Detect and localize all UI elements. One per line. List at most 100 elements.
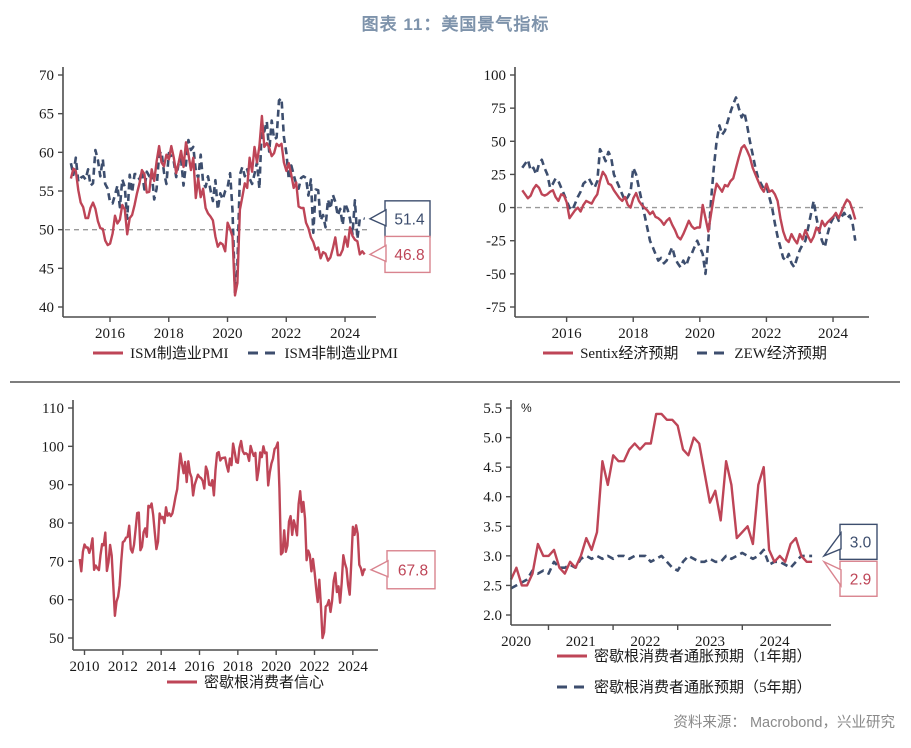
legend-label: 密歇根消费者通胀预期（5年期） bbox=[594, 680, 812, 696]
x-tick-label: 2024 bbox=[330, 326, 361, 342]
callout-pointer bbox=[369, 559, 389, 578]
y-tick-label: 60 bbox=[39, 145, 54, 161]
chart-sentix-zew: -75 -50 -25 0 25 50 75 100 2016 2018 2020 2022 2024 S… bbox=[458, 60, 911, 382]
callout-value: 3.0 bbox=[850, 534, 872, 551]
x-tick-label: 2020 bbox=[501, 634, 531, 650]
chart-canvas: -75 -50 -25 0 25 50 75 100 2016 2018 2020 2022 2024 bbox=[484, 67, 869, 342]
x-tick-label: 2018 bbox=[618, 326, 648, 342]
legend-swatch-solid bbox=[557, 654, 587, 657]
legend-swatch-dashed bbox=[557, 685, 587, 688]
y-tick-label: 90 bbox=[49, 478, 64, 494]
legend-item: Sentix经济预期 bbox=[542, 342, 678, 363]
x-tick-label: 2016 bbox=[552, 326, 583, 342]
y-tick-label: 65 bbox=[39, 107, 54, 123]
chart-legend: 密歇根消费者信心 bbox=[30, 671, 460, 692]
x-tick-label: 2018 bbox=[154, 326, 184, 342]
y-tick-label: 70 bbox=[49, 554, 64, 570]
y-tick-label: 50 bbox=[491, 134, 506, 150]
callout-pointer bbox=[821, 560, 842, 588]
series-line-red bbox=[78, 439, 366, 640]
figure-title: 图表 11：美国景气指标 bbox=[361, 15, 550, 34]
legend-item: 密歇根消费者通胀预期（5年期） bbox=[556, 676, 812, 697]
y-tick-label: 3.0 bbox=[483, 549, 502, 565]
y-tick-label: 4.5 bbox=[483, 460, 502, 476]
y-tick-label: -75 bbox=[486, 300, 506, 316]
legend-item: 密歇根消费者信心 bbox=[166, 671, 324, 692]
source-note: 资料来源： Macrobond，兴业研究 bbox=[673, 715, 895, 731]
y-tick-label: 3.5 bbox=[483, 519, 502, 535]
legend-label: ISM制造业PMI bbox=[130, 346, 229, 362]
legend-item: 密歇根消费者通胀预期（1年期） bbox=[556, 645, 812, 666]
x-tick-label: 2022 bbox=[630, 634, 660, 650]
chart-legend: Sentix经济预期 ZEW经济预期 bbox=[458, 342, 911, 363]
legend-swatch-solid bbox=[543, 351, 574, 354]
y-tick-label: -25 bbox=[486, 234, 506, 250]
x-tick-label: 2022 bbox=[300, 659, 330, 675]
legend-swatch-solid bbox=[93, 351, 124, 354]
series-line-navy bbox=[510, 548, 813, 590]
callout-pointer bbox=[821, 530, 842, 558]
y-tick-label: 45 bbox=[39, 261, 54, 277]
x-tick-label: 2022 bbox=[751, 326, 781, 342]
y-tick-label: 50 bbox=[49, 631, 64, 647]
y-tick-label: 5.0 bbox=[483, 431, 502, 447]
y-axis-unit: % bbox=[521, 401, 532, 415]
callout-box bbox=[839, 523, 878, 561]
callout-value: 67.8 bbox=[398, 562, 428, 579]
x-tick-label: 2022 bbox=[271, 326, 301, 342]
chart-canvas: 50 60 70 80 90 100 110 2010 2012 2014 2016 2018 2020… bbox=[42, 400, 436, 675]
y-tick-label: 100 bbox=[42, 439, 65, 455]
x-tick-label: 2012 bbox=[108, 659, 138, 675]
x-tick-label: 2016 bbox=[185, 659, 216, 675]
callout-box bbox=[384, 200, 431, 238]
x-tick-label: 2020 bbox=[213, 326, 243, 342]
callout-pointer bbox=[368, 208, 387, 227]
legend-item: ISM非制造业PMI bbox=[247, 342, 398, 363]
series-line-navy bbox=[69, 96, 366, 295]
legend-label: ISM非制造业PMI bbox=[284, 346, 398, 362]
chart-legend: 密歇根消费者通胀预期（1年期） 密歇根消费者通胀预期（5年期） bbox=[556, 645, 812, 697]
y-tick-label: 110 bbox=[42, 401, 64, 417]
x-tick-label: 2024 bbox=[338, 659, 369, 675]
x-tick-label: 2014 bbox=[146, 659, 177, 675]
legend-swatch-solid bbox=[166, 680, 197, 683]
legend-swatch-dashed bbox=[247, 351, 278, 354]
x-tick-label: 2021 bbox=[566, 634, 596, 650]
y-tick-label: 40 bbox=[39, 300, 54, 316]
x-tick-label: 2020 bbox=[685, 326, 715, 342]
y-tick-label: 5.5 bbox=[483, 401, 502, 417]
series-line-red bbox=[521, 144, 857, 245]
y-tick-label: 25 bbox=[491, 167, 506, 183]
chart-canvas: 2.0 2.5 3.0 3.5 4.0 4.5 5.0 5.5 2020 2021 2022 2023… bbox=[483, 400, 878, 650]
y-tick-label: 75 bbox=[491, 101, 506, 117]
y-tick-label: 2.0 bbox=[483, 608, 502, 624]
x-tick-label: 2024 bbox=[760, 634, 791, 650]
chart-michigan-sentiment: 50 60 70 80 90 100 110 2010 2012 2014 2016 2018 2020… bbox=[30, 385, 460, 707]
y-tick-label: -50 bbox=[486, 267, 506, 283]
chart-canvas: 40 45 50 55 60 65 70 2016 2018 2020 2022 2024 51.4 46… bbox=[39, 67, 431, 342]
legend-label: Sentix经济预期 bbox=[580, 346, 679, 362]
y-tick-label: 2.5 bbox=[483, 578, 502, 594]
y-tick-label: 50 bbox=[39, 223, 54, 239]
x-tick-label: 2018 bbox=[223, 659, 253, 675]
y-tick-label: 55 bbox=[39, 184, 54, 200]
series-line-red bbox=[69, 114, 366, 297]
x-tick-label: 2016 bbox=[95, 326, 126, 342]
legend-label: 密歇根消费者通胀预期（1年期） bbox=[594, 649, 812, 665]
callout-value: 46.8 bbox=[394, 247, 424, 264]
series-line-red bbox=[509, 412, 813, 587]
y-tick-label: 70 bbox=[39, 68, 54, 84]
chart-ism-pmi: 40 45 50 55 60 65 70 2016 2018 2020 2022 2024 51.4 46… bbox=[30, 60, 460, 382]
y-tick-label: 100 bbox=[484, 68, 507, 84]
x-tick-label: 2024 bbox=[818, 326, 849, 342]
x-tick-label: 2023 bbox=[695, 634, 725, 650]
y-tick-label: 0 bbox=[499, 201, 507, 217]
x-tick-label: 2010 bbox=[70, 659, 100, 675]
x-tick-label: 2020 bbox=[261, 659, 291, 675]
legend-label: ZEW经济预期 bbox=[734, 346, 827, 362]
y-tick-label: 80 bbox=[49, 516, 64, 532]
callout-value: 2.9 bbox=[850, 571, 872, 588]
callout-box bbox=[839, 560, 878, 597]
legend-swatch-dashed bbox=[697, 351, 728, 354]
